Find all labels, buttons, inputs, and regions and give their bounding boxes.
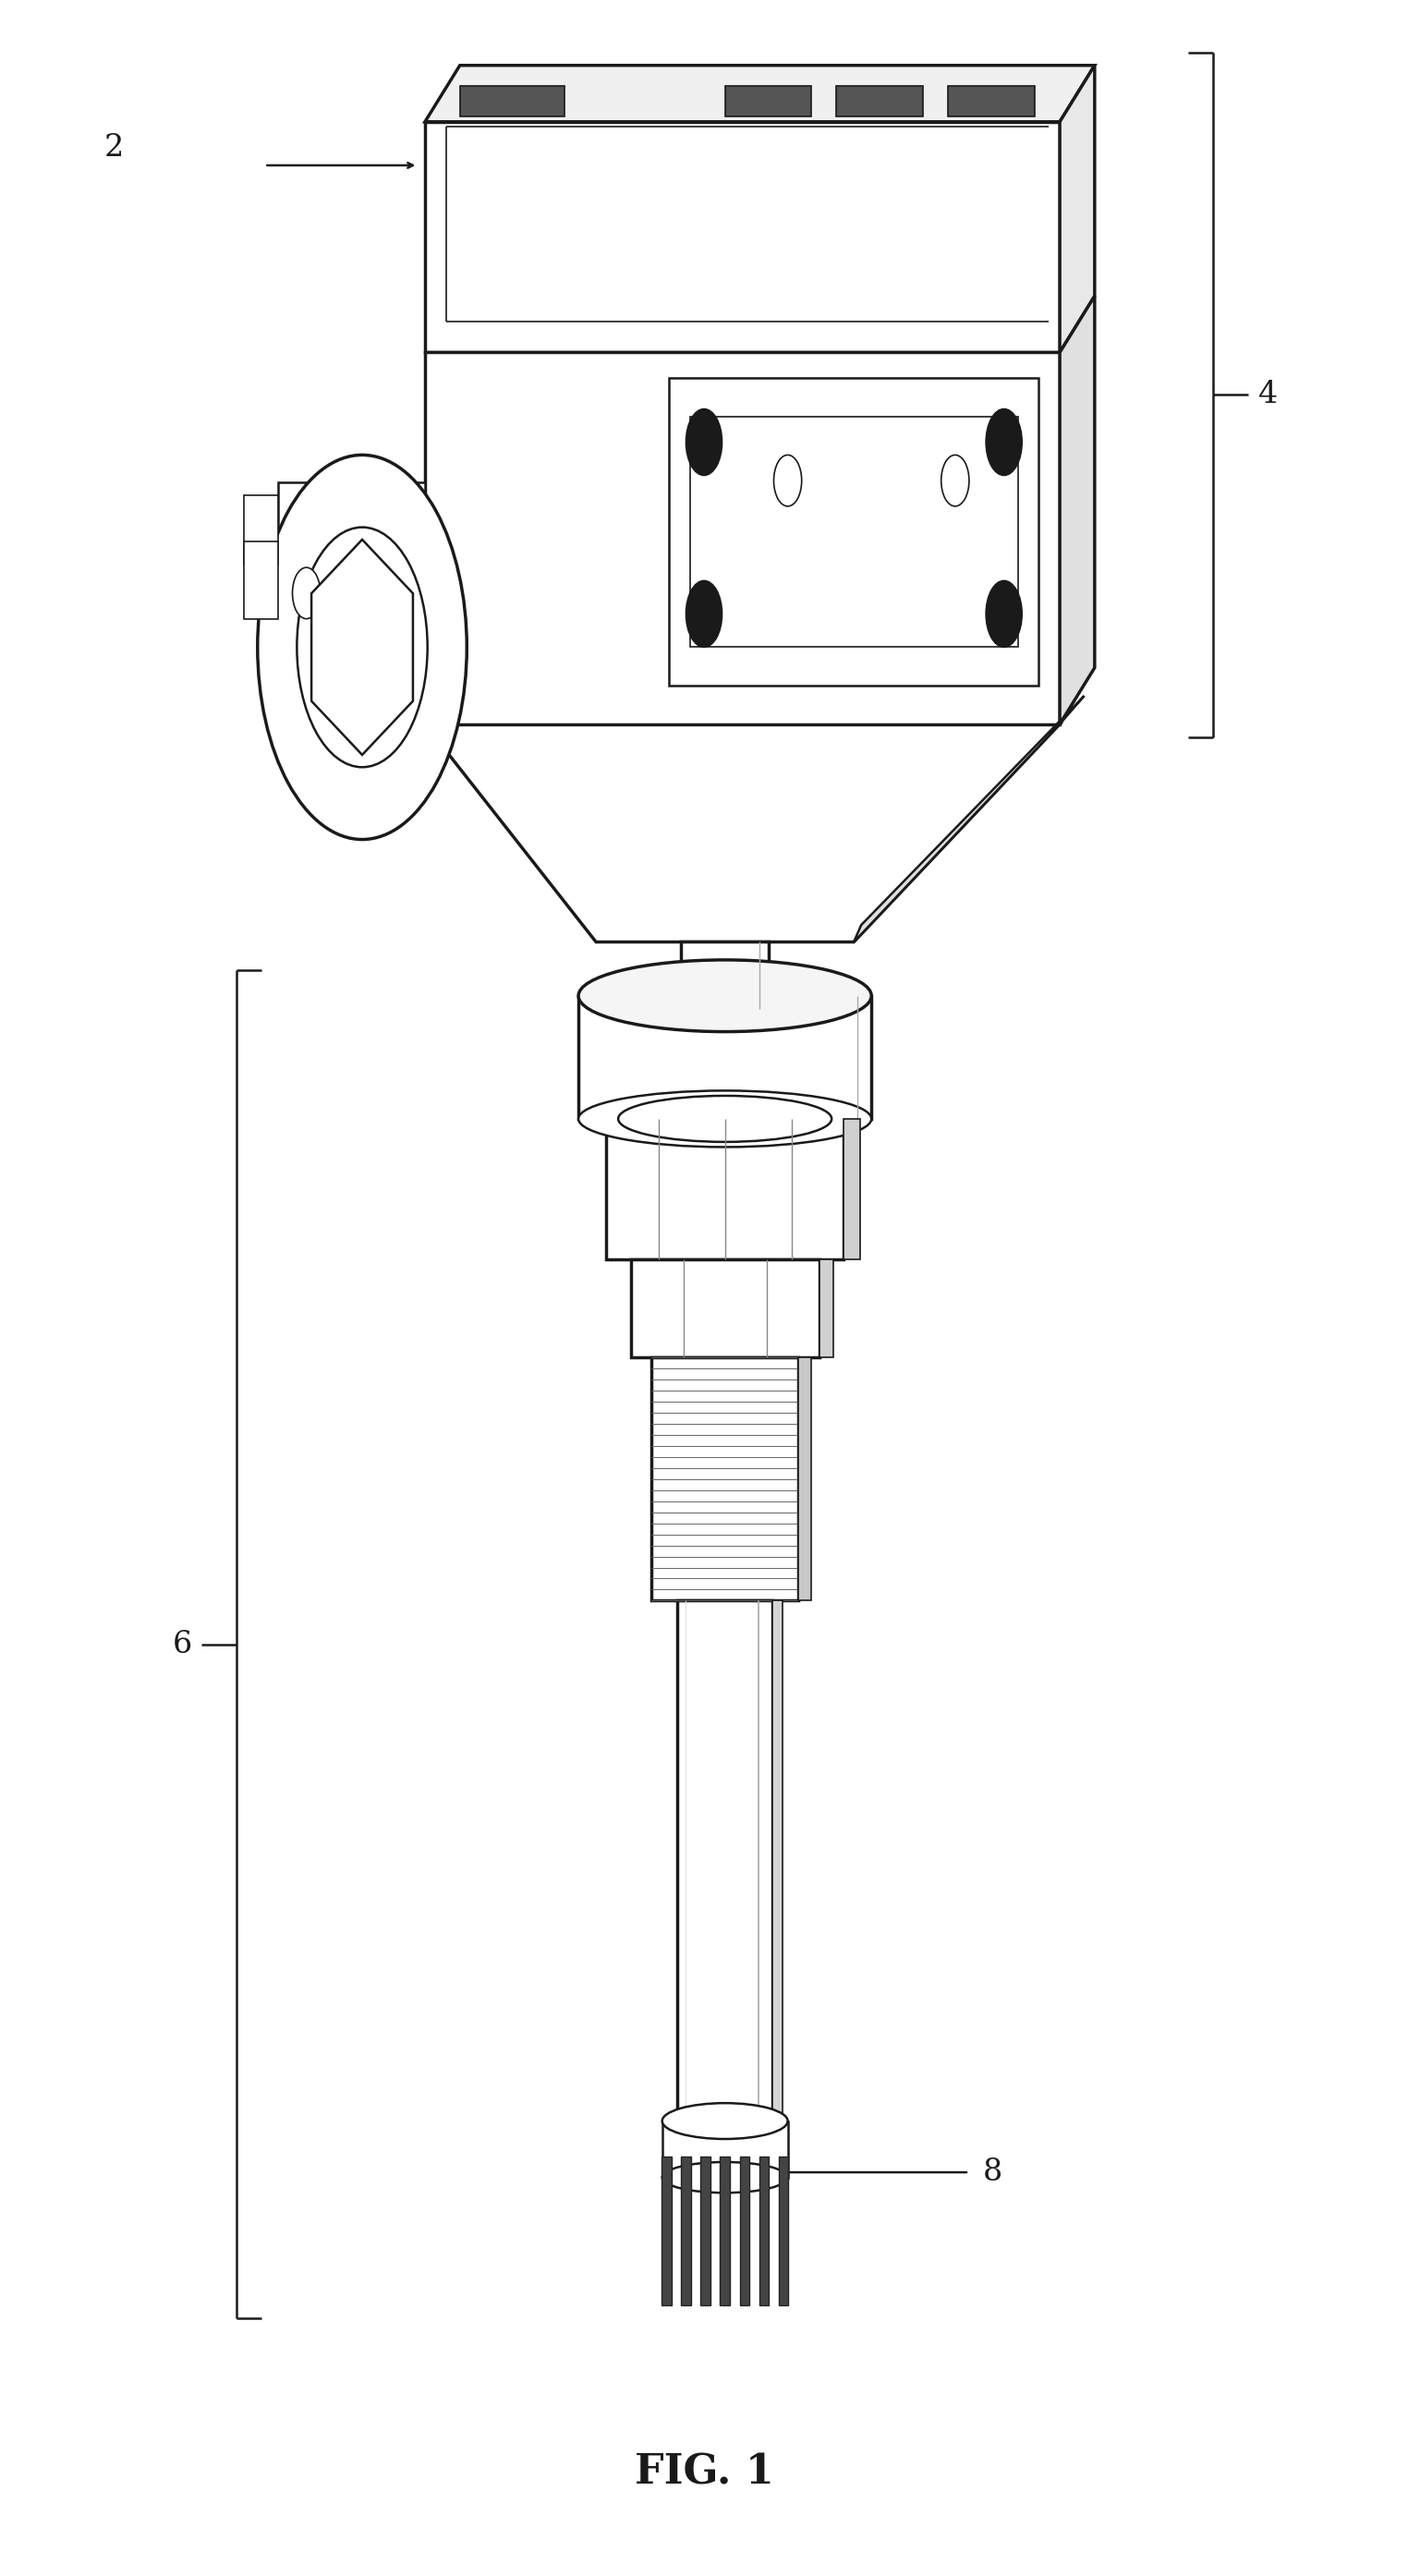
Bar (425, 353, 1060, 724)
Polygon shape (425, 724, 1060, 943)
Text: FIG. 1: FIG. 1 (635, 2452, 773, 2491)
Polygon shape (1060, 296, 1094, 724)
Polygon shape (843, 1118, 860, 1260)
Bar (244, 541, 279, 618)
Polygon shape (773, 1600, 781, 2120)
Text: 2: 2 (104, 131, 124, 162)
Ellipse shape (618, 1095, 832, 1141)
Polygon shape (311, 538, 413, 755)
Polygon shape (798, 1358, 811, 1600)
Bar (779, 2156, 788, 2306)
Text: 4: 4 (1257, 379, 1277, 410)
Bar (579, 997, 872, 1118)
Bar (681, 943, 769, 1010)
Circle shape (941, 456, 969, 507)
Circle shape (686, 580, 722, 647)
Circle shape (986, 580, 1022, 647)
Bar (681, 2156, 691, 2306)
Bar (662, 2156, 672, 2306)
Bar (460, 85, 565, 116)
Bar (948, 85, 1035, 116)
Circle shape (293, 567, 321, 618)
Bar (725, 85, 811, 116)
Bar (652, 1358, 798, 1600)
Bar (244, 495, 279, 564)
Polygon shape (819, 1260, 834, 1358)
Text: 6: 6 (172, 1631, 191, 1659)
Bar (677, 1600, 773, 2120)
Bar (279, 482, 425, 657)
Polygon shape (1060, 64, 1094, 353)
Bar (759, 2156, 769, 2306)
Ellipse shape (579, 1090, 872, 1146)
Bar (836, 85, 924, 116)
Bar (701, 2156, 710, 2306)
Circle shape (774, 456, 801, 507)
Polygon shape (425, 64, 1094, 121)
Bar (631, 1260, 819, 1358)
Polygon shape (853, 696, 1084, 943)
Bar (739, 2156, 749, 2306)
Bar (719, 2156, 729, 2306)
Ellipse shape (662, 2102, 787, 2138)
Circle shape (297, 528, 428, 768)
Text: 8: 8 (983, 2159, 1002, 2187)
Ellipse shape (662, 2161, 787, 2192)
Bar (425, 121, 1060, 353)
Circle shape (258, 456, 467, 840)
Bar (607, 1118, 843, 1260)
Circle shape (986, 410, 1022, 477)
Bar (662, 2120, 787, 2177)
Ellipse shape (579, 961, 872, 1030)
Circle shape (686, 410, 722, 477)
Bar (669, 379, 1039, 685)
Bar (690, 417, 1018, 647)
